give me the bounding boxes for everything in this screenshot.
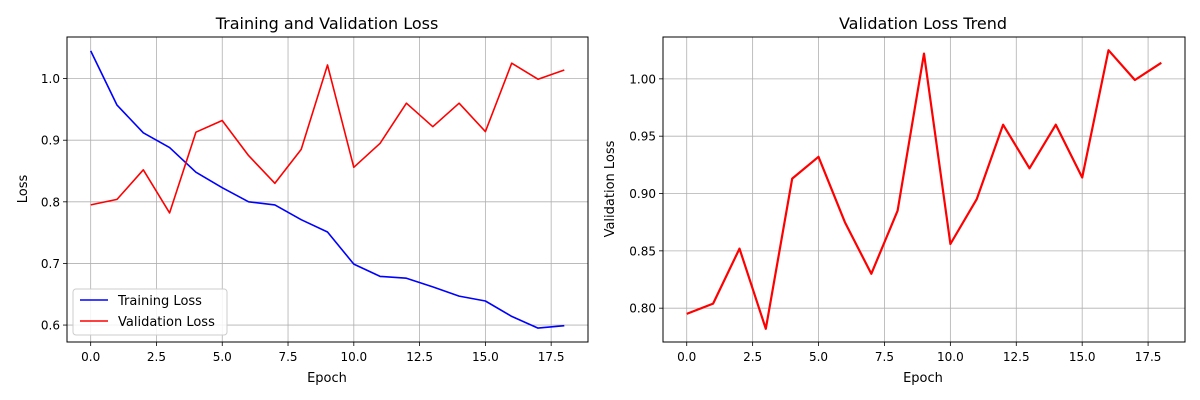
y-tick-label: 0.80 (629, 302, 656, 316)
y-tick-label: 0.8 (41, 195, 60, 209)
y-tick-label: 0.85 (629, 244, 656, 258)
legend-box (72, 288, 228, 336)
legend-label-training: Training Loss (117, 294, 202, 309)
x-axis-label: Epoch (307, 371, 347, 386)
legend: Training Loss Validation Loss (72, 288, 228, 336)
x-tick-label: 0.0 (677, 350, 696, 364)
y-axis-label: Loss (16, 175, 31, 204)
x-tick-label: 2.5 (743, 350, 762, 364)
x-tick-label: 10.0 (340, 350, 367, 364)
chart-title: Validation Loss Trend (839, 14, 1007, 33)
chart-training-validation: Training and Validation Loss 0.0 2.5 5.0 7.… (16, 14, 589, 386)
x-tick-label: 15.0 (472, 350, 499, 364)
grid (663, 37, 1185, 342)
legend-label-validation: Validation Loss (118, 315, 215, 330)
y-tick-label: 0.7 (41, 257, 60, 271)
plot-frame (662, 36, 1186, 343)
plot-lines (686, 49, 1162, 330)
x-tick-label: 12.5 (406, 350, 433, 364)
x-tick-label: 5.0 (213, 350, 232, 364)
x-tick-label: 12.5 (1003, 350, 1030, 364)
y-tick-label: 1.0 (41, 72, 60, 86)
x-tick-label: 5.0 (809, 350, 828, 364)
grid (67, 37, 588, 342)
x-tick-label: 15.0 (1069, 350, 1096, 364)
series-line-validation-loss (90, 62, 565, 214)
x-tick-label: 7.5 (278, 350, 297, 364)
series-line-training-loss (89, 50, 565, 329)
x-tick-label: 7.5 (875, 350, 894, 364)
ticks: 0.0 2.5 5.0 7.5 10.0 12.5 15.0 17.5 0.6 0.7 0.8 0.9… (41, 72, 565, 364)
x-tick-label: 10.0 (937, 350, 964, 364)
x-axis-label: Epoch (903, 371, 943, 386)
chart-title: Training and Validation Loss (215, 14, 439, 33)
y-tick-label: 0.6 (41, 319, 60, 333)
y-tick-label: 0.95 (629, 130, 656, 144)
ticks: 0.0 2.5 5.0 7.5 10.0 12.5 15.0 17.5 0.80 0.85 0.90… (629, 72, 1161, 364)
x-tick-label: 17.5 (538, 350, 565, 364)
y-tick-label: 0.90 (629, 187, 656, 201)
x-tick-label: 0.0 (81, 350, 100, 364)
plot-frame (66, 36, 589, 343)
y-axis-label: Validation Loss (603, 140, 618, 237)
plot-lines (89, 50, 565, 329)
x-tick-label: 17.5 (1135, 350, 1162, 364)
chart-validation-trend: Validation Loss Trend 0.0 2.5 5.0 7.5 10.0 12… (603, 14, 1186, 386)
y-tick-label: 1.00 (629, 72, 656, 86)
series-line (686, 49, 1162, 330)
y-tick-label: 0.9 (41, 134, 60, 148)
x-tick-label: 2.5 (147, 350, 166, 364)
